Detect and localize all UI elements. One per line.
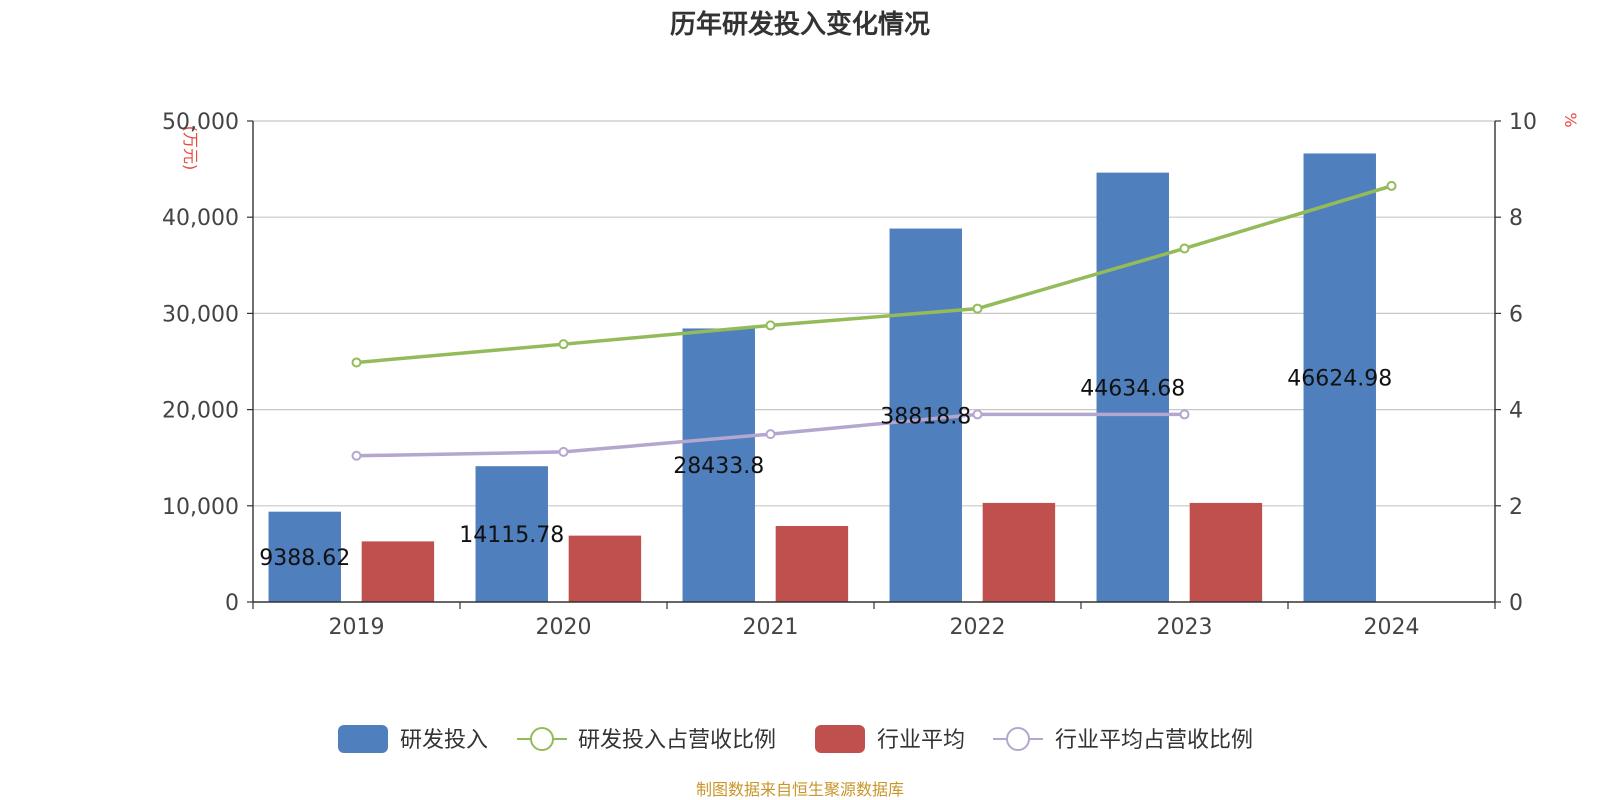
x-axis-tick-label: 2021 xyxy=(743,615,799,640)
right-axis-tick-label: 8 xyxy=(1509,206,1523,231)
rd-ratio-point xyxy=(1179,243,1190,254)
legend: 研发投入 研发投入占营收比例 行业平均 行业平均占营收比例 xyxy=(338,725,1253,753)
legend-swatch-bar xyxy=(338,725,388,753)
left-axis-unit: (万元) xyxy=(181,126,200,171)
industry-ratio-point xyxy=(765,429,776,440)
rd-ratio-point xyxy=(972,303,983,314)
right-axis-tick-label: 2 xyxy=(1509,495,1523,520)
x-axis-tick-label: 2020 xyxy=(536,615,592,640)
right-axis-unit: % xyxy=(1561,112,1580,127)
left-axis-tick-label: 40,000 xyxy=(162,206,239,231)
x-axis-tick-label: 2024 xyxy=(1364,615,1420,640)
industry-average-bar xyxy=(982,502,1056,602)
rd-investment-bar xyxy=(1303,153,1376,602)
left-axis-tick-label: 10,000 xyxy=(162,495,239,520)
rd-ratio-point xyxy=(558,339,569,350)
rd-investment-value-label: 28433.8 xyxy=(673,454,764,479)
rd-investment-bar xyxy=(1096,172,1169,602)
industry-average-bar xyxy=(568,535,642,602)
rd-investment-value-label: 44634.68 xyxy=(1080,376,1185,401)
industry-ratio-point xyxy=(351,450,362,461)
left-axis-tick-label: 30,000 xyxy=(162,302,239,327)
x-axis-tick-label: 2023 xyxy=(1157,615,1213,640)
rd-investment-bar xyxy=(475,466,548,602)
legend-label: 行业平均 xyxy=(877,728,965,753)
legend-label: 行业平均占营收比例 xyxy=(1055,728,1253,753)
industry-ratio-point xyxy=(1179,409,1190,420)
rd-ratio-point xyxy=(351,357,362,368)
rd-investment-value-label: 46624.98 xyxy=(1287,367,1392,392)
industry-average-bar xyxy=(775,526,849,602)
right-axis-tick-label: 4 xyxy=(1509,399,1523,424)
legend-swatch-marker xyxy=(530,727,554,751)
industry-ratio-point xyxy=(972,409,983,420)
data-labels: 9388.62 14115.78 28433.8 38818.8 44634.68 466… xyxy=(259,367,1392,571)
legend-label: 研发投入占营收比例 xyxy=(578,728,776,753)
data-source-note: 制图数据来自恒生聚源数据库 xyxy=(696,780,904,799)
right-axis-tick-label: 0 xyxy=(1509,591,1523,616)
x-axis-tick-label: 2019 xyxy=(329,615,385,640)
bars xyxy=(268,153,1376,602)
rd-investment-value-label: 9388.62 xyxy=(259,546,350,571)
rd-investment-bar xyxy=(682,328,755,602)
right-axis-tick-label: 10 xyxy=(1509,110,1537,135)
rd-investment-value-label: 14115.78 xyxy=(459,523,564,548)
rd-investment-bar xyxy=(268,511,341,602)
legend-swatch-bar xyxy=(815,725,865,753)
right-axis-tick-label: 6 xyxy=(1509,302,1523,327)
rd-ratio-point xyxy=(765,320,776,331)
legend-label: 研发投入 xyxy=(400,728,488,753)
axes: 0 10,000 20,000 30,000 40,000 50,000 0 2 4 6 8 10 20… xyxy=(162,110,1537,640)
rd-ratio-point xyxy=(1386,180,1397,191)
legend-swatch-marker xyxy=(1006,727,1030,751)
left-axis-tick-label: 0 xyxy=(225,591,239,616)
rd-investment-value-label: 38818.8 xyxy=(880,404,971,429)
left-axis-tick-label: 50,000 xyxy=(162,110,239,135)
x-axis-tick-label: 2022 xyxy=(950,615,1006,640)
chart-title: 历年研发投入变化情况 xyxy=(670,9,930,40)
lines xyxy=(351,180,1397,461)
industry-average-bar xyxy=(361,541,435,602)
industry-ratio-point xyxy=(558,446,569,457)
industry-average-bar xyxy=(1189,502,1263,602)
left-axis-tick-label: 20,000 xyxy=(162,399,239,424)
rd-ratio-line xyxy=(356,184,1393,365)
